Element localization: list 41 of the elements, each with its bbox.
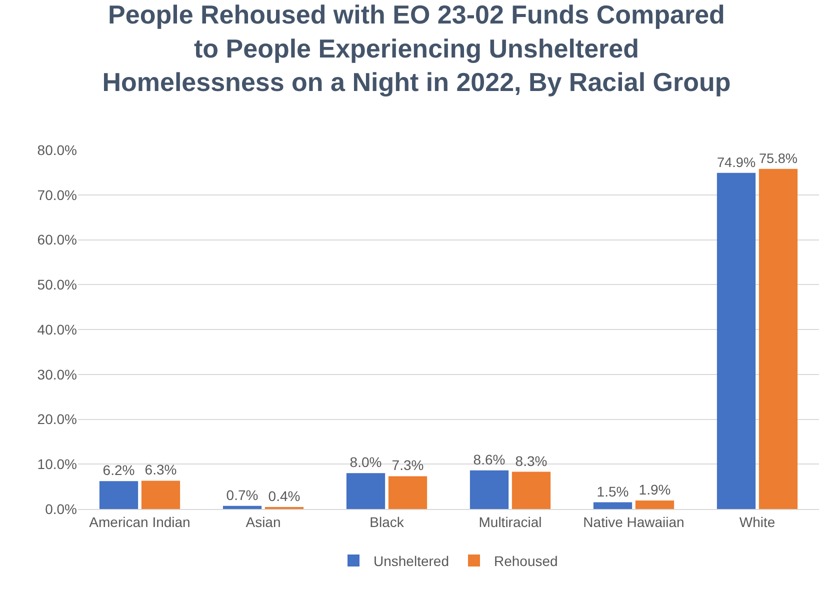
data-label: 6.3% [144,462,177,478]
data-label: 74.9% [716,154,756,170]
y-tick-label: 80.0% [37,142,77,158]
data-label: 8.3% [515,452,548,469]
data-label: 7.3% [392,457,424,474]
bar [758,168,798,509]
y-tick-label: 40.0% [37,321,77,338]
x-tick-label: Black [370,514,405,530]
bar [222,506,262,509]
bar [593,502,632,509]
bar [141,480,180,509]
legend-label: Unsheltered [374,552,449,569]
y-tick-label: 50.0% [37,276,77,293]
data-label: 8.6% [473,451,506,468]
bar [346,473,386,509]
data-label: 8.0% [350,454,382,470]
bar [512,472,551,509]
y-tick-label: 20.0% [37,411,77,428]
bar [99,481,138,509]
y-tick-label: 0.0% [45,500,77,517]
y-tick-label: 70.0% [37,186,77,203]
data-label: 0.7% [226,486,258,503]
chart-title: People Rehoused with EO 23-02 Funds Compared to People Experiencing Unsheltered Homelessness on a Night in 2022, By Racial Group [102,0,731,98]
data-label: 75.8% [758,150,798,166]
bar [635,500,674,509]
x-tick-label: Native Hawaiian [583,514,684,530]
data-label: 1.9% [638,481,671,498]
y-tick-label: 30.0% [37,366,77,382]
data-label: 1.5% [596,483,629,500]
bar [388,476,428,509]
x-tick-label: Multiracial [478,514,542,530]
data-label: 0.4% [268,488,300,504]
y-tick-label: 60.0% [37,232,77,248]
x-tick-label: White [739,514,776,530]
x-tick-label: American Indian [89,514,190,530]
data-label: 6.2% [102,462,135,478]
bar [716,172,756,509]
x-tick-label: Asian [246,514,281,530]
legend-label: Rehoused [494,552,558,569]
bar [470,470,509,509]
y-tick-label: 10.0% [37,456,77,472]
